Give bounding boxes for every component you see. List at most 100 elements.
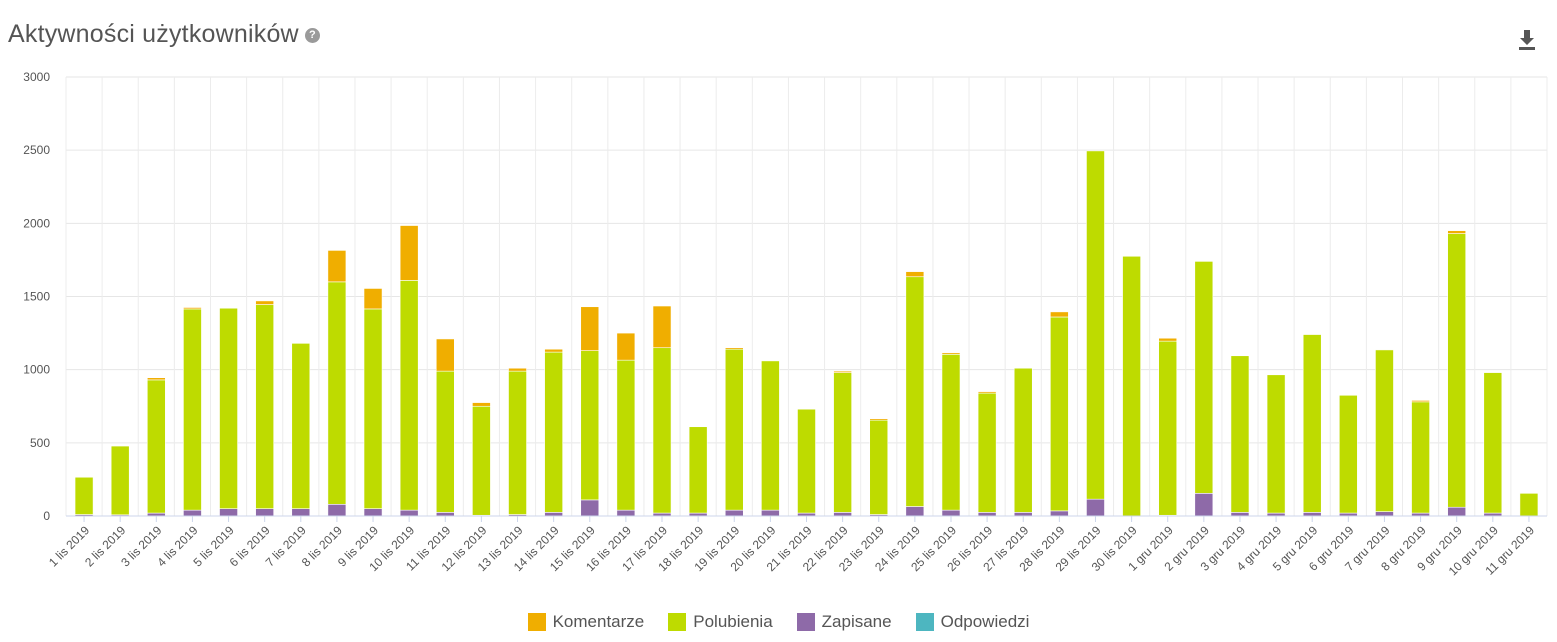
bar-segment xyxy=(941,352,961,355)
bar-segment xyxy=(291,508,311,517)
bar-segment xyxy=(652,305,672,349)
legend-item[interactable]: Komentarze xyxy=(527,612,645,632)
bar-segment xyxy=(472,405,491,516)
bar-segment xyxy=(1375,349,1394,512)
bar-segment xyxy=(833,370,852,373)
bar-segment xyxy=(616,509,636,517)
y-tick-label: 1000 xyxy=(23,363,50,377)
legend-label: Odpowiedzi xyxy=(940,612,1030,631)
y-tick-label: 3000 xyxy=(23,70,50,84)
bar-segment xyxy=(1158,340,1178,516)
bar-segment xyxy=(1122,255,1141,517)
bar-segment xyxy=(580,306,600,351)
bar-segment xyxy=(1230,512,1250,517)
legend-swatch xyxy=(527,613,546,631)
bar-segment xyxy=(1447,233,1467,508)
bar-segment xyxy=(580,350,600,501)
question-circle-icon[interactable]: ? xyxy=(304,28,320,43)
bar-segment xyxy=(1519,493,1539,517)
legend-item[interactable]: Zapisane xyxy=(796,612,892,632)
bar-segment xyxy=(905,506,925,517)
bar-segment xyxy=(1302,334,1322,513)
y-tick-label: 2000 xyxy=(23,216,50,230)
bar-segment xyxy=(1050,311,1069,318)
bar-segment xyxy=(761,360,780,511)
bar-segment xyxy=(399,509,419,517)
bar-segment xyxy=(1194,261,1214,494)
legend-label: Polubienia xyxy=(693,612,773,631)
bar-segment xyxy=(1050,316,1069,512)
bar-segment xyxy=(219,508,238,517)
bar-segment xyxy=(435,370,455,513)
bar-segment xyxy=(797,408,816,514)
y-tick-label: 500 xyxy=(30,436,50,450)
chart-header: Aktywności użytkowników ? xyxy=(8,20,320,49)
bar-segment xyxy=(146,377,166,381)
legend-label: Zapisane xyxy=(821,612,892,631)
bar-segment xyxy=(435,512,455,517)
bar-segment xyxy=(255,304,275,509)
bar-segment xyxy=(977,512,997,517)
bar-segment xyxy=(1411,401,1430,514)
download-icon[interactable] xyxy=(1517,28,1537,52)
y-tick-label: 1500 xyxy=(23,290,50,304)
bar-segment xyxy=(508,370,527,515)
bar-segment xyxy=(905,276,925,507)
legend-swatch xyxy=(668,613,687,631)
bar-segment xyxy=(146,379,166,514)
bar-segment xyxy=(905,271,925,278)
bar-segment xyxy=(761,509,780,517)
bar-segment xyxy=(616,332,636,361)
chart-legend: Komentarze Polubienia Zapisane Odpowiedzi xyxy=(0,612,1557,632)
bar-segment xyxy=(977,392,997,513)
bar-segment xyxy=(74,476,94,515)
bar-segment xyxy=(580,499,600,517)
bar-segment xyxy=(977,391,997,394)
bar-segment xyxy=(327,281,347,505)
chart-title: Aktywności użytkowników xyxy=(8,20,299,48)
bar-segment xyxy=(1158,337,1178,342)
bar-segment xyxy=(435,338,455,372)
bar-segment xyxy=(1447,230,1467,234)
legend-item[interactable]: Odpowiedzi xyxy=(915,612,1030,632)
bar-segment xyxy=(1013,367,1033,513)
bar-segment xyxy=(1375,511,1394,517)
legend-item[interactable]: Polubienia xyxy=(668,612,773,632)
bar-segment xyxy=(291,343,311,509)
legend-label: Komentarze xyxy=(552,612,645,631)
y-tick-label: 2500 xyxy=(23,143,50,157)
bar-segment xyxy=(1194,493,1214,517)
bar-segment xyxy=(1411,400,1430,403)
bar-segment xyxy=(1050,510,1069,517)
bar-segment xyxy=(363,308,383,509)
bar-segment xyxy=(183,308,202,511)
bar-segment xyxy=(183,509,202,517)
bar-segment xyxy=(472,402,491,407)
bar-segment xyxy=(544,512,563,517)
bar-segment xyxy=(688,426,708,514)
bar-segment xyxy=(869,418,889,421)
bar-segment xyxy=(1302,512,1322,517)
bar-segment xyxy=(219,307,238,509)
bar-segment xyxy=(183,307,202,310)
bar-segment xyxy=(724,509,744,517)
bar-segment xyxy=(833,512,852,517)
bar-segment xyxy=(255,508,275,517)
bar-segment xyxy=(399,280,419,511)
y-tick-label: 0 xyxy=(43,509,50,523)
bar-segment xyxy=(255,300,275,305)
bar-segment xyxy=(724,348,744,511)
bar-segment xyxy=(1338,394,1358,514)
bar-segment xyxy=(544,351,563,513)
legend-swatch xyxy=(915,613,934,631)
bar-segment xyxy=(363,288,383,310)
bar-segment xyxy=(508,367,527,372)
bar-segment xyxy=(1086,150,1105,500)
bar-segment xyxy=(941,354,961,511)
bar-segment xyxy=(616,359,636,511)
bar-segment xyxy=(1447,506,1467,517)
bar-segment xyxy=(1483,372,1503,514)
bar-segment xyxy=(1230,355,1250,513)
bar-segment xyxy=(1013,512,1033,517)
